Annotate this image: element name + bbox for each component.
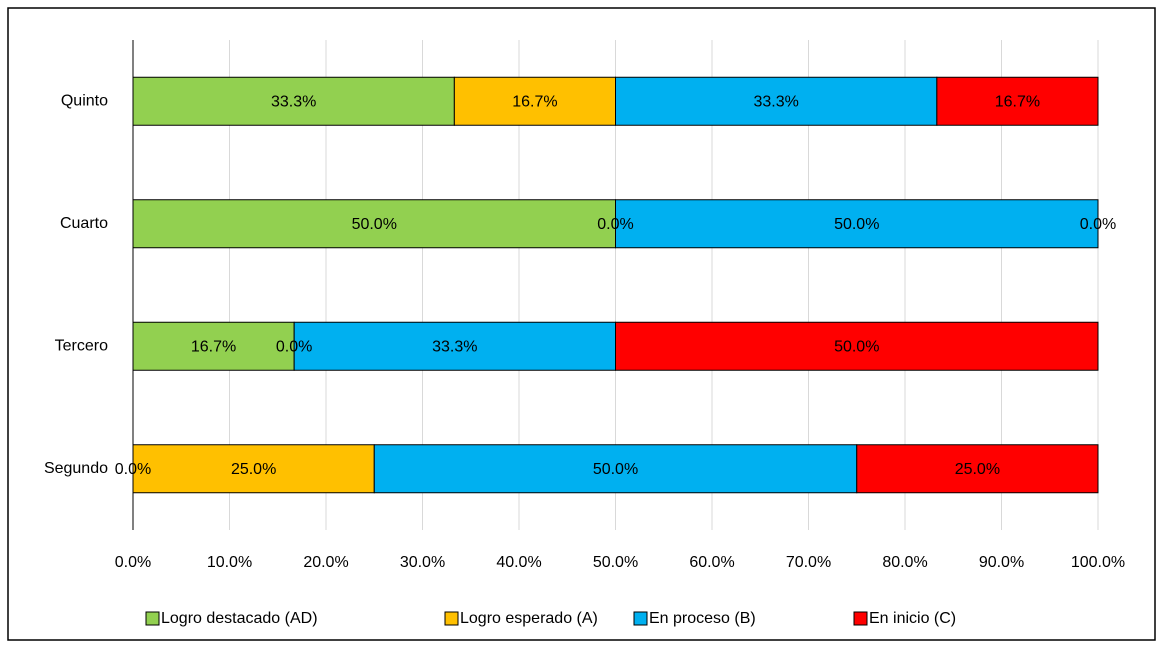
legend-swatch [444, 611, 459, 626]
legend-swatch [145, 611, 160, 626]
data-label: 50.0% [834, 216, 879, 233]
legend-label: Logro destacado (AD) [161, 610, 318, 627]
legend-swatch [633, 611, 648, 626]
bar-segment [936, 76, 1099, 126]
data-label: 33.3% [753, 93, 798, 110]
bar-segment [615, 76, 938, 126]
x-tick-label: 80.0% [882, 554, 927, 571]
x-tick-label: 0.0% [115, 554, 151, 571]
x-tick-label: 30.0% [400, 554, 445, 571]
bar-segment [132, 444, 375, 494]
data-label: 16.7% [191, 338, 236, 355]
x-tick-label: 10.0% [207, 554, 252, 571]
data-label: 25.0% [955, 461, 1000, 478]
legend-label: Logro esperado (A) [460, 610, 598, 627]
data-label: 16.7% [995, 93, 1040, 110]
bar-segment [293, 321, 616, 371]
bars [132, 76, 1099, 494]
x-tick-label: 100.0% [1071, 554, 1125, 571]
y-tick-label: Tercero [55, 337, 108, 354]
bar-segment [132, 321, 295, 371]
legend-label: En inicio (C) [869, 610, 956, 627]
data-label: 0.0% [1080, 216, 1116, 233]
data-label: 33.3% [271, 93, 316, 110]
x-tick-label: 90.0% [979, 554, 1024, 571]
x-tick-label: 50.0% [593, 554, 638, 571]
data-label: 50.0% [352, 216, 397, 233]
x-tick-label: 20.0% [303, 554, 348, 571]
legend-swatch [853, 611, 868, 626]
data-label: 16.7% [512, 93, 557, 110]
bar-segment [453, 76, 616, 126]
data-label: 25.0% [231, 461, 276, 478]
y-tick-label: Segundo [44, 460, 108, 477]
legend-label: En proceso (B) [649, 610, 756, 627]
data-label: 33.3% [432, 338, 477, 355]
bar-segment [132, 76, 455, 126]
data-label: 50.0% [834, 338, 879, 355]
labels: 0.0% 10.0% 20.0% 30.0% 40.0% 50.0% 60.0% 70.0% 8… [44, 92, 1125, 627]
data-label: 0.0% [276, 338, 312, 355]
bar-segment [856, 444, 1099, 494]
bar-segment [615, 321, 1099, 371]
data-label: 50.0% [593, 461, 638, 478]
x-tick-label: 70.0% [786, 554, 831, 571]
x-tick-label: 40.0% [496, 554, 541, 571]
bar-segment [373, 444, 858, 494]
data-label: 0.0% [597, 216, 633, 233]
data-label: 0.0% [115, 461, 151, 478]
y-tick-label: Cuarto [60, 215, 108, 232]
y-tick-label: Quinto [61, 92, 108, 109]
bar-segment [615, 199, 1099, 249]
x-tick-label: 60.0% [689, 554, 734, 571]
